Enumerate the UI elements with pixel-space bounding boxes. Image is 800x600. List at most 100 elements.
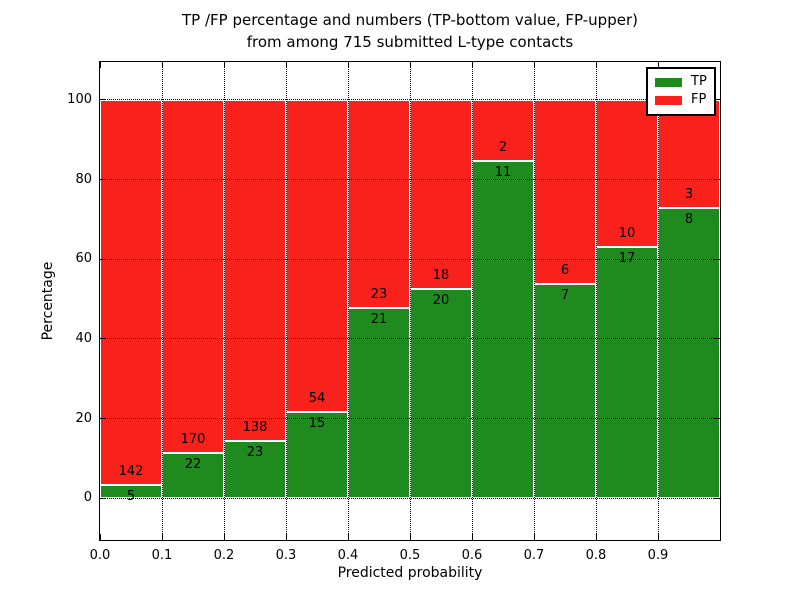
x-tick-label: 0.8 xyxy=(585,548,607,563)
tp-count-label: 22 xyxy=(184,456,202,472)
x-tick-mark xyxy=(595,62,597,68)
legend: TP FP xyxy=(646,67,716,116)
y-tick-label: 20 xyxy=(75,410,92,426)
fp-count-label: 142 xyxy=(118,463,144,479)
fp-count-label: 6 xyxy=(560,262,570,278)
legend-label-fp: FP xyxy=(691,92,707,107)
y-tick-label: 80 xyxy=(75,171,92,187)
x-tick-mark xyxy=(285,534,287,540)
bar-segment-fp xyxy=(348,99,410,309)
fp-count-label: 18 xyxy=(432,267,450,283)
x-tick-mark xyxy=(99,62,101,68)
grid-line-vertical xyxy=(285,62,287,540)
x-tick-mark xyxy=(657,534,659,540)
tp-count-label: 5 xyxy=(126,488,136,504)
x-tick-label: 0.0 xyxy=(89,548,111,563)
grid-line-vertical xyxy=(533,62,535,540)
grid-line-vertical xyxy=(161,62,163,540)
tp-count-label: 20 xyxy=(432,292,450,308)
tp-swatch-icon xyxy=(655,77,682,87)
legend-label-tp: TP xyxy=(691,74,707,89)
chart-title-line2: from among 715 submitted L-type contacts xyxy=(246,33,574,51)
x-tick-label: 0.3 xyxy=(275,548,297,563)
y-tick-mark xyxy=(714,258,720,260)
y-tick-label: 40 xyxy=(75,330,92,346)
x-tick-label: 0.5 xyxy=(399,548,421,563)
legend-item-fp: FP xyxy=(655,91,708,109)
x-tick-mark xyxy=(347,62,349,68)
y-tick-mark xyxy=(714,179,720,180)
grid-line-vertical xyxy=(409,62,411,540)
x-tick-label: 0.4 xyxy=(337,548,359,563)
tp-count-label: 7 xyxy=(560,287,570,303)
bar-segment-fp xyxy=(224,99,286,442)
bar-segment-tp xyxy=(224,441,286,499)
bar-segment-tp xyxy=(658,208,720,499)
grid-line-vertical xyxy=(347,62,349,540)
fp-count-label: 2 xyxy=(498,140,508,156)
grid-line-vertical xyxy=(471,62,473,540)
x-tick-label: 0.7 xyxy=(523,548,545,563)
y-tick-label: 100 xyxy=(67,91,92,107)
x-tick-mark xyxy=(471,62,473,68)
y-tick-mark xyxy=(714,99,720,101)
bar-segment-tp xyxy=(348,308,410,499)
fp-count-label: 54 xyxy=(308,390,326,406)
x-tick-label: 0.1 xyxy=(151,548,173,563)
x-tick-mark xyxy=(471,534,473,540)
bar-segment-fp xyxy=(472,99,534,162)
bar-segment-fp xyxy=(410,99,472,289)
y-tick-label: 60 xyxy=(75,251,92,267)
chart-title: TP /FP percentage and numbers (TP-bottom… xyxy=(100,9,720,53)
x-tick-mark xyxy=(657,62,659,68)
fp-swatch-icon xyxy=(655,95,682,105)
tp-count-label: 21 xyxy=(370,312,388,328)
x-tick-mark xyxy=(533,62,535,68)
x-tick-mark xyxy=(347,534,349,540)
x-tick-mark xyxy=(161,62,163,68)
fp-count-label: 138 xyxy=(242,420,268,436)
y-tick-mark xyxy=(100,418,106,419)
y-tick-mark xyxy=(100,497,106,499)
y-tick-mark xyxy=(714,338,720,340)
x-tick-mark xyxy=(595,534,597,540)
x-tick-label: 0.2 xyxy=(213,548,235,563)
fp-count-label: 23 xyxy=(370,287,388,303)
y-tick-mark xyxy=(714,418,720,419)
bar-segment-tp xyxy=(410,288,472,499)
x-tick-mark xyxy=(533,534,535,540)
x-axis-label: Predicted probability xyxy=(337,565,483,581)
y-tick-mark xyxy=(100,179,106,180)
tp-count-label: 15 xyxy=(308,415,326,431)
x-tick-label: 0.6 xyxy=(461,548,483,563)
bar-segment-tp xyxy=(472,161,534,499)
x-tick-mark xyxy=(99,534,101,540)
tp-count-label: 8 xyxy=(684,212,694,228)
y-tick-mark xyxy=(100,338,106,340)
bar-segment-tp xyxy=(162,452,224,499)
grid-line-vertical xyxy=(657,62,659,540)
x-tick-mark xyxy=(223,62,225,68)
tp-count-label: 17 xyxy=(618,251,636,267)
bar-segment-fp xyxy=(534,99,596,284)
x-tick-mark xyxy=(223,534,225,540)
tp-count-label: 23 xyxy=(246,445,264,461)
bar-segment-tp xyxy=(534,283,596,499)
tp-count-label: 11 xyxy=(494,165,512,181)
grid-line-vertical xyxy=(223,62,225,540)
x-tick-mark xyxy=(409,534,411,540)
y-tick-mark xyxy=(714,497,720,499)
bar-segment-tp xyxy=(596,247,658,499)
y-tick-label: 0 xyxy=(83,490,92,506)
x-tick-mark xyxy=(161,534,163,540)
plot-area: TP FP 142 5 170 22 138 23 54 15 23 21 18 20 2 11 6 7 10 1… xyxy=(67,61,721,563)
x-tick-label: 0.9 xyxy=(647,548,669,563)
x-tick-mark xyxy=(285,62,287,68)
fp-count-label: 10 xyxy=(618,226,636,242)
fp-count-label: 170 xyxy=(180,431,206,447)
y-tick-mark xyxy=(100,258,106,260)
legend-item-tp: TP xyxy=(655,73,708,91)
x-tick-mark xyxy=(409,62,411,68)
bar-segment-fp xyxy=(100,99,162,485)
